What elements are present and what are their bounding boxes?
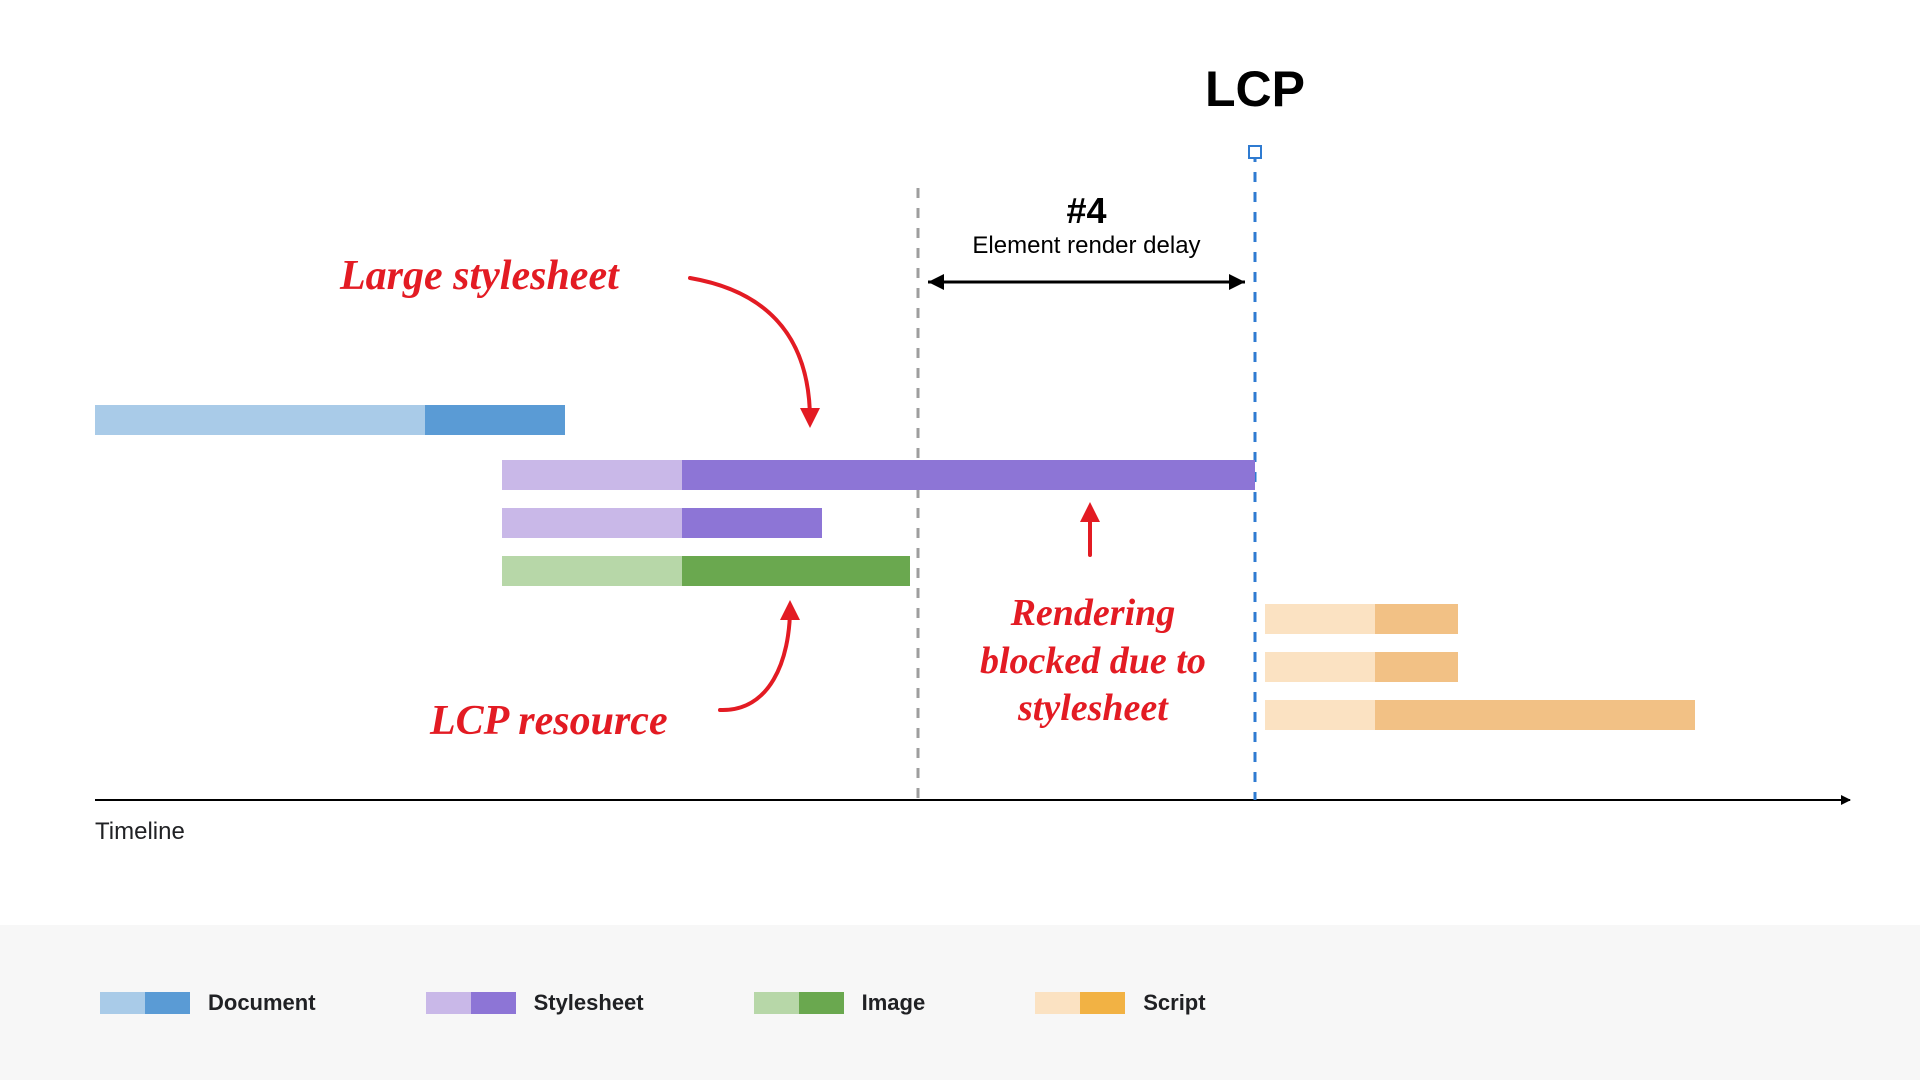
legend-label: Document bbox=[208, 990, 316, 1016]
legend: Document Stylesheet Image Script bbox=[0, 925, 1920, 1080]
legend-swatch bbox=[754, 992, 844, 1014]
annotation-large-stylesheet: Large stylesheet bbox=[340, 250, 619, 303]
timeline-label: Timeline bbox=[95, 818, 185, 846]
legend-label: Script bbox=[1143, 990, 1205, 1016]
annotation-rendering-blocked: Rendering blocked due to stylesheet bbox=[980, 590, 1206, 733]
legend-row: Document Stylesheet Image Script bbox=[0, 990, 1206, 1016]
legend-label: Stylesheet bbox=[534, 990, 644, 1016]
annotations: Large stylesheet LCP resource Rendering bl… bbox=[0, 0, 1920, 1080]
annotation-lcp-resource: LCP resource bbox=[430, 695, 668, 748]
legend-item: Script bbox=[1035, 990, 1205, 1016]
legend-item: Document bbox=[100, 990, 316, 1016]
legend-swatch bbox=[100, 992, 190, 1014]
diagram-stage: LCP #4 Element render delay Large styles… bbox=[0, 0, 1920, 1080]
legend-label: Image bbox=[862, 990, 926, 1016]
legend-item: Stylesheet bbox=[426, 990, 644, 1016]
legend-swatch bbox=[426, 992, 516, 1014]
legend-swatch bbox=[1035, 992, 1125, 1014]
legend-item: Image bbox=[754, 990, 926, 1016]
